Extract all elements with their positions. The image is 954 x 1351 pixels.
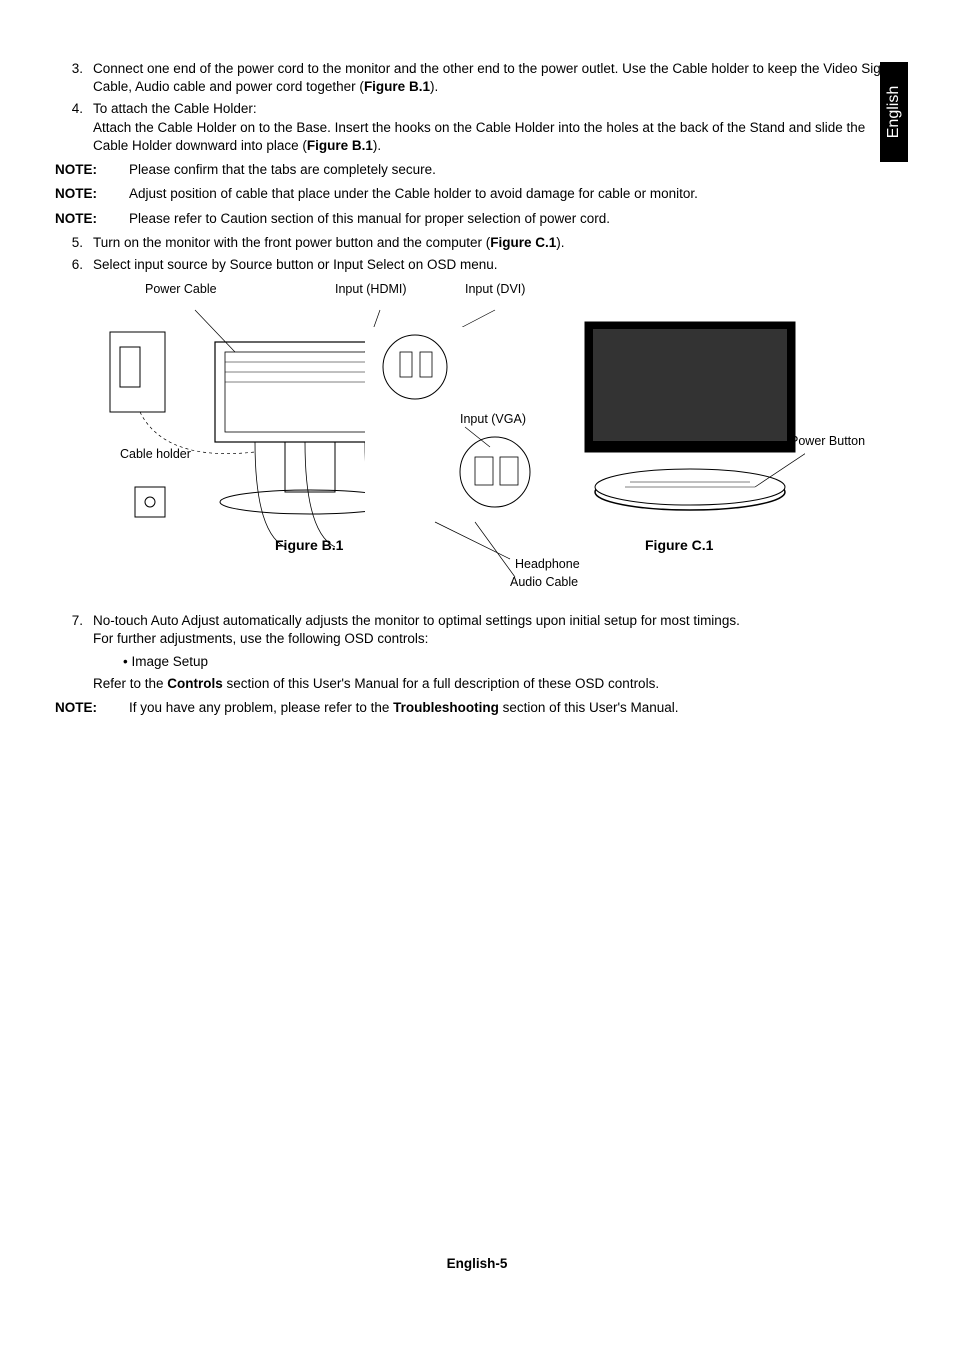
bullet-image-setup: Image Setup [93, 653, 899, 671]
list-num: 5. [55, 234, 93, 252]
list-item-4: 4. To attach the Cable Holder: Attach th… [55, 100, 899, 155]
instruction-list-cont2: 7. No-touch Auto Adjust automatically ad… [55, 612, 899, 693]
label-cable-holder: Cable holder [120, 447, 191, 461]
list-num: 3. [55, 60, 93, 96]
note-label: NOTE: [55, 210, 129, 228]
note-text: If you have any problem, please refer to… [129, 699, 899, 717]
list-text: Connect one end of the power cord to the… [93, 60, 899, 96]
instruction-list: 3. Connect one end of the power cord to … [55, 60, 899, 155]
note-label: NOTE: [55, 161, 129, 179]
label-input-dvi: Input (DVI) [465, 282, 525, 296]
note-row: NOTE: Adjust position of cable that plac… [55, 185, 899, 203]
caption-figure-c1: Figure C.1 [645, 537, 713, 553]
language-tab: English [880, 62, 908, 162]
note-text: Please refer to Caution section of this … [129, 210, 899, 228]
note-label: NOTE: [55, 185, 129, 203]
leader-lines [385, 517, 585, 587]
list-num: 4. [55, 100, 93, 155]
note-label: NOTE: [55, 699, 129, 717]
figure-area: Power Cable Input (HDMI) Input (DVI) [85, 282, 905, 592]
caption-figure-b1: Figure B.1 [275, 537, 343, 553]
list-num: 7. [55, 612, 93, 693]
label-power-button: Power Button [790, 434, 865, 448]
note-text: Please confirm that the tabs are complet… [129, 161, 899, 179]
label-power-cable: Power Cable [145, 282, 217, 296]
list-item-7: 7. No-touch Auto Adjust automatically ad… [55, 612, 899, 693]
list-text: Select input source by Source button or … [93, 256, 899, 274]
note-row: NOTE: Please refer to Caution section of… [55, 210, 899, 228]
language-tab-label: English [885, 86, 903, 138]
instruction-list-cont: 5. Turn on the monitor with the front po… [55, 234, 899, 274]
page: English 3. Connect one end of the power … [0, 0, 954, 1351]
label-input-hdmi: Input (HDMI) [335, 282, 407, 296]
list-item-3: 3. Connect one end of the power cord to … [55, 60, 899, 96]
list-num: 6. [55, 256, 93, 274]
note-text: Adjust position of cable that place unde… [129, 185, 899, 203]
list-item-5: 5. Turn on the monitor with the front po… [55, 234, 899, 252]
figure-c1-diagram [575, 317, 805, 517]
list-text: To attach the Cable Holder: Attach the C… [93, 100, 899, 155]
label-input-vga: Input (VGA) [460, 412, 526, 426]
list-text: Turn on the monitor with the front power… [93, 234, 899, 252]
note-row: NOTE: Please confirm that the tabs are c… [55, 161, 899, 179]
note-row: NOTE: If you have any problem, please re… [55, 699, 899, 717]
list-item-6: 6. Select input source by Source button … [55, 256, 899, 274]
page-footer: English-5 [0, 1256, 954, 1271]
list-text: No-touch Auto Adjust automatically adjus… [93, 612, 899, 693]
